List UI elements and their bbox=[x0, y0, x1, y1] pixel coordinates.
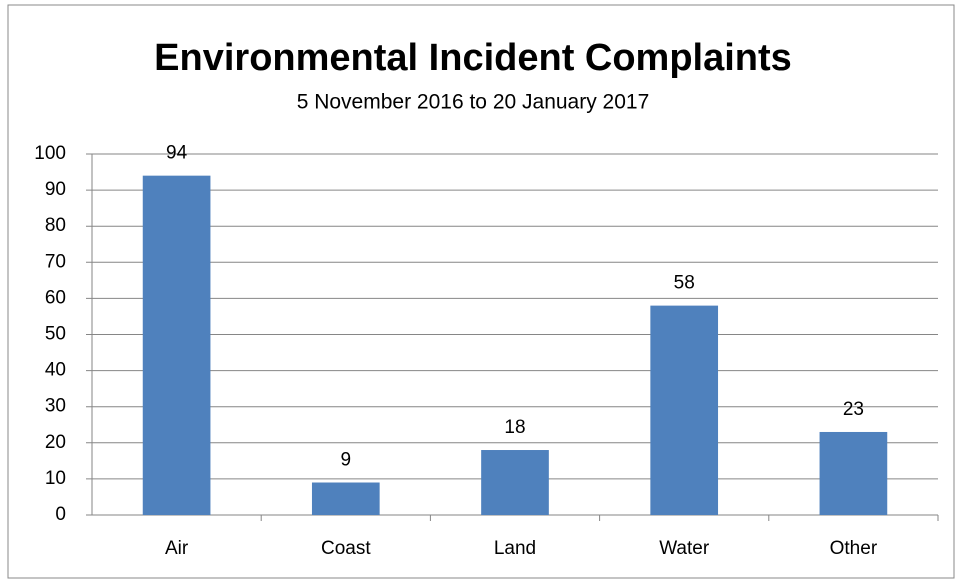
bar bbox=[819, 431, 888, 515]
data-label: 18 bbox=[504, 417, 525, 438]
x-tick-label: Other bbox=[830, 538, 878, 559]
x-tick-label: Air bbox=[165, 538, 189, 559]
bar bbox=[650, 305, 719, 515]
y-tick-label: 90 bbox=[45, 179, 66, 200]
y-tick-label: 70 bbox=[45, 251, 66, 272]
chart-subtitle: 5 November 2016 to 20 January 2017 bbox=[297, 91, 650, 114]
y-tick-label: 30 bbox=[45, 396, 66, 417]
data-label: 23 bbox=[843, 399, 864, 420]
data-label: 58 bbox=[674, 273, 695, 294]
bar bbox=[481, 450, 549, 515]
y-tick-label: 80 bbox=[45, 215, 66, 236]
bar bbox=[142, 175, 211, 515]
x-tick-label: Land bbox=[494, 538, 536, 559]
x-tick-label: Water bbox=[659, 538, 710, 559]
data-label: 94 bbox=[166, 143, 188, 164]
y-tick-label: 0 bbox=[55, 504, 66, 525]
y-tick-label: 20 bbox=[45, 432, 66, 453]
y-tick-label: 10 bbox=[45, 468, 66, 489]
y-tick-label: 60 bbox=[45, 287, 66, 308]
y-tick-label: 50 bbox=[45, 324, 66, 345]
y-tick-label: 100 bbox=[34, 143, 66, 164]
x-tick-label: Coast bbox=[321, 538, 371, 559]
chart-title: Environmental Incident Complaints bbox=[154, 37, 792, 79]
y-tick-label: 40 bbox=[45, 360, 66, 381]
data-label: 9 bbox=[341, 450, 352, 471]
bar bbox=[311, 482, 380, 515]
